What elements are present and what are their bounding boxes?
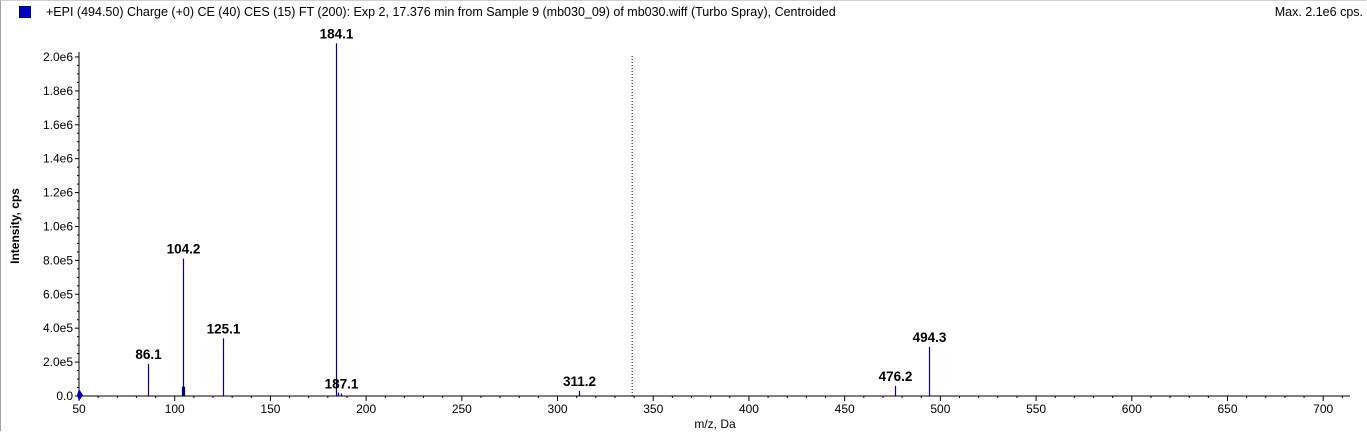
y-tick-label: 4.0e5: [43, 321, 73, 335]
x-tick-label: 650: [1217, 402, 1237, 416]
x-tick-label: 250: [452, 402, 472, 416]
x-tick-label: 450: [835, 402, 855, 416]
y-tick-label: 1.4e6: [43, 152, 73, 166]
x-tick-label: 50: [72, 402, 86, 416]
x-tick-label: 400: [739, 402, 759, 416]
peak-labels: 86.1 104.2 125.1 184.1 187.1 311.2 476.2 494.3: [135, 26, 947, 391]
peak-label: 187.1: [325, 376, 359, 391]
x-tick-label: 600: [1122, 402, 1142, 416]
y-tick-label: 2.0e6: [43, 50, 73, 64]
peak-label: 104.2: [167, 242, 201, 257]
peak-label: 494.3: [913, 330, 947, 345]
spectrum-title: +EPI (494.50) Charge (+0) CE (40) CES (1…: [46, 5, 836, 19]
peaks: [147, 43, 931, 396]
peak-label: 311.2: [563, 374, 596, 389]
axes: 0.0 2.0e5 4.0e5 6.0e5 8.0e5 1.0e6 1.2e6 1.4e6 1.…: [43, 50, 1350, 416]
x-tick-label: 500: [930, 402, 950, 416]
x-tick-label: 150: [260, 402, 280, 416]
x-tick-label: 700: [1313, 402, 1333, 416]
x-tick-label: 350: [643, 402, 663, 416]
peak-label: 184.1: [320, 26, 354, 41]
axis-origin-marker: [77, 389, 83, 401]
y-tick-label: 1.2e6: [43, 186, 73, 200]
y-tick-label: 1.6e6: [43, 118, 73, 132]
series-legend-swatch[interactable]: [19, 6, 31, 18]
x-tick-label: 100: [165, 402, 185, 416]
y-axis-label: Intensity, cps: [8, 188, 22, 264]
max-intensity-label: Max. 2.1e6 cps.: [1274, 5, 1363, 19]
y-tick-label: 6.0e5: [43, 287, 73, 301]
y-tick-label: 0.0: [56, 389, 73, 403]
x-tick-label: 550: [1026, 402, 1046, 416]
y-tick-label: 8.0e5: [43, 253, 73, 267]
x-tick-label: 200: [356, 402, 376, 416]
y-tick-label: 2.0e5: [43, 355, 73, 369]
x-tick-label: 300: [548, 402, 568, 416]
peak-label: 86.1: [135, 347, 162, 362]
spectrum-header: +EPI (494.50) Charge (+0) CE (40) CES (1…: [0, 0, 1367, 24]
peak-label: 125.1: [207, 321, 241, 336]
x-axis-label: m/z, Da: [694, 417, 736, 431]
peak-label: 476.2: [879, 369, 913, 384]
y-tick-label: 1.0e6: [43, 219, 73, 233]
y-tick-label: 1.8e6: [43, 84, 73, 98]
